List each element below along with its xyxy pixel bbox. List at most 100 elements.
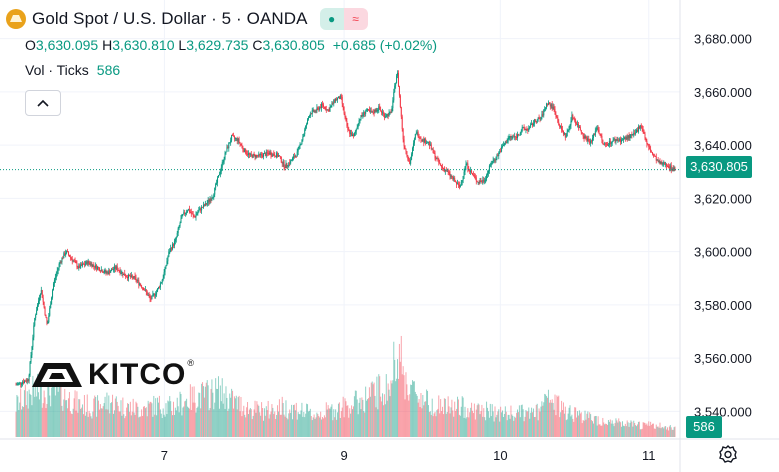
candle-body [293, 156, 295, 158]
candle-body [39, 293, 41, 298]
symbol-title[interactable]: Gold Spot / U.S. Dollar · 5 · OANDA [32, 9, 308, 28]
volume-bar [327, 405, 329, 437]
volume-bar [41, 407, 43, 437]
trade-buttons[interactable]: ● ≈ [319, 8, 368, 30]
candle-body [572, 115, 574, 119]
volume-bar [391, 383, 393, 437]
volume-label: Vol · Ticks [25, 62, 89, 78]
candle-body [282, 161, 284, 164]
volume-bar [75, 410, 77, 437]
candle-body [589, 140, 591, 144]
volume-bar [249, 407, 251, 437]
candle-body [406, 151, 408, 156]
candle-body [643, 132, 645, 134]
volume-bar [59, 386, 61, 437]
candle-body [570, 120, 572, 126]
volume-bar [262, 408, 264, 437]
volume-bar [17, 396, 19, 437]
candle-body [622, 138, 624, 140]
volume-bar [518, 405, 520, 437]
candle-body [629, 135, 631, 139]
volume-bar [343, 417, 345, 437]
volume-bar [258, 405, 260, 437]
candle-body [595, 129, 597, 132]
candle-body [483, 179, 485, 182]
volume-bar [427, 405, 429, 437]
candle-body [437, 158, 439, 160]
volume-bar [274, 411, 276, 437]
candle-body [273, 153, 275, 156]
volume-bar [128, 411, 130, 437]
volume-bar [655, 424, 657, 437]
collapse-legend-button[interactable] [25, 90, 61, 116]
candle-body [246, 153, 248, 155]
wave-icon[interactable]: ≈ [343, 8, 368, 30]
volume-bar [672, 429, 674, 437]
volume-bar [637, 421, 639, 437]
y-tick-label: 3,680.000 [694, 32, 752, 47]
candle-body [314, 110, 316, 112]
volume-bar [463, 417, 465, 437]
volume-bar [31, 405, 33, 437]
volume-bar [331, 404, 333, 437]
volume-bar [105, 409, 107, 437]
settings-gear-icon[interactable] [714, 440, 742, 468]
volume-bar [337, 412, 339, 437]
candle-body [58, 263, 60, 268]
volume-bar [213, 409, 215, 437]
volume-bar [472, 413, 474, 437]
volume-bar [164, 416, 166, 437]
candle-body [152, 294, 154, 296]
volume-bar [149, 401, 151, 437]
candle-body [302, 136, 304, 141]
volume-bar [656, 426, 658, 437]
volume-bar [30, 395, 32, 437]
x-tick-label: 11 [642, 448, 656, 463]
volume-bar [406, 384, 408, 437]
candle-body [545, 107, 547, 109]
candle-body [588, 138, 590, 141]
volume-bar [405, 372, 407, 437]
volume-bar [126, 407, 128, 437]
candle-body [571, 115, 573, 121]
volume-bar [532, 412, 534, 437]
candle-body [91, 263, 93, 267]
volume-bar [542, 405, 544, 437]
volume-bar [330, 406, 332, 437]
candle-body [253, 154, 255, 155]
volume-bar [256, 401, 258, 437]
volume-bar [189, 384, 191, 437]
volume-bar [217, 376, 219, 437]
candle-body [316, 107, 318, 112]
candle-body [190, 212, 192, 214]
candle-body [509, 136, 511, 138]
volume-legend[interactable]: Vol · Ticks 586 [25, 62, 120, 78]
volume-bar [321, 419, 323, 437]
volume-bar [197, 406, 199, 437]
candle-body [220, 167, 222, 172]
candle-body [344, 113, 346, 118]
volume-bar [278, 399, 280, 437]
dot-icon[interactable]: ● [319, 8, 344, 30]
candle-body [171, 248, 173, 250]
candle-body [632, 134, 634, 136]
candle-body [301, 140, 303, 144]
volume-bar [219, 385, 221, 437]
volume-bar [551, 399, 553, 437]
candle-body [74, 261, 76, 262]
volume-bar [402, 366, 404, 437]
volume-bar [573, 421, 575, 437]
volume-bar [581, 423, 583, 437]
volume-bar [309, 408, 311, 437]
volume-bar [641, 428, 643, 437]
volume-bar [37, 373, 39, 437]
volume-bar [456, 408, 458, 437]
candle-body [388, 112, 390, 117]
candle-body [55, 273, 57, 278]
candle-body [599, 133, 601, 136]
candle-body [349, 130, 351, 134]
volume-bar [53, 386, 55, 437]
candle-body [565, 136, 567, 138]
volume-bar [20, 388, 22, 437]
